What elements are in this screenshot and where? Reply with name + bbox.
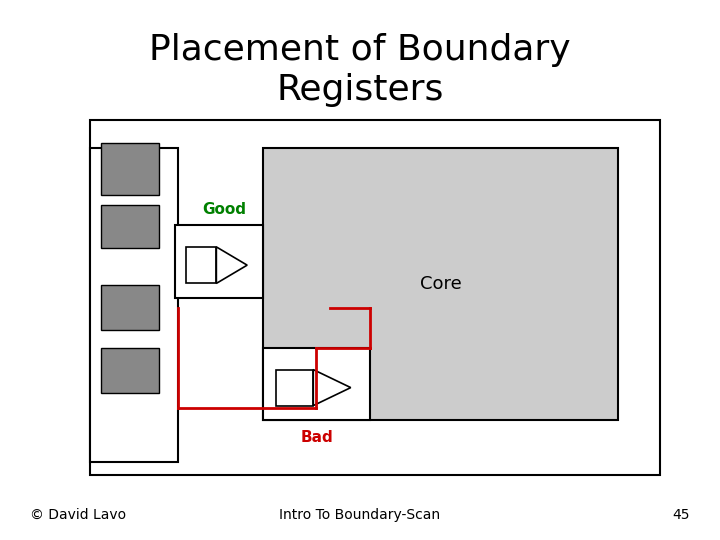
Text: Placement of Boundary: Placement of Boundary: [149, 33, 571, 67]
Bar: [175, 225, 263, 298]
Bar: [101, 205, 159, 248]
Polygon shape: [313, 369, 351, 406]
Text: Bad: Bad: [300, 430, 333, 445]
Text: 45: 45: [672, 508, 690, 522]
Bar: [186, 247, 217, 284]
Bar: [101, 348, 159, 393]
Text: Intro To Boundary-Scan: Intro To Boundary-Scan: [279, 508, 441, 522]
Bar: [90, 148, 178, 462]
Bar: [263, 348, 370, 420]
Text: Core: Core: [420, 275, 462, 293]
Text: © David Lavo: © David Lavo: [30, 508, 126, 522]
Text: Good: Good: [202, 202, 246, 217]
Bar: [276, 369, 313, 406]
Bar: [101, 143, 159, 195]
Bar: [90, 120, 660, 475]
Bar: [101, 285, 159, 330]
Polygon shape: [217, 247, 247, 284]
Text: Registers: Registers: [276, 73, 444, 107]
Bar: [263, 148, 618, 420]
